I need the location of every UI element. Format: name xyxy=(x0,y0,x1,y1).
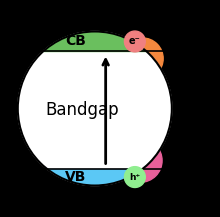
Circle shape xyxy=(122,38,163,79)
Circle shape xyxy=(125,167,145,187)
Circle shape xyxy=(18,31,172,186)
Text: VB: VB xyxy=(65,170,86,184)
Circle shape xyxy=(119,139,162,182)
Circle shape xyxy=(125,31,145,52)
Text: e⁻: e⁻ xyxy=(129,36,141,46)
Text: CB: CB xyxy=(65,35,86,48)
Bar xyxy=(18,169,172,186)
Text: Bandgap: Bandgap xyxy=(45,101,119,119)
Text: h⁺: h⁺ xyxy=(129,173,140,182)
Bar xyxy=(18,31,172,51)
